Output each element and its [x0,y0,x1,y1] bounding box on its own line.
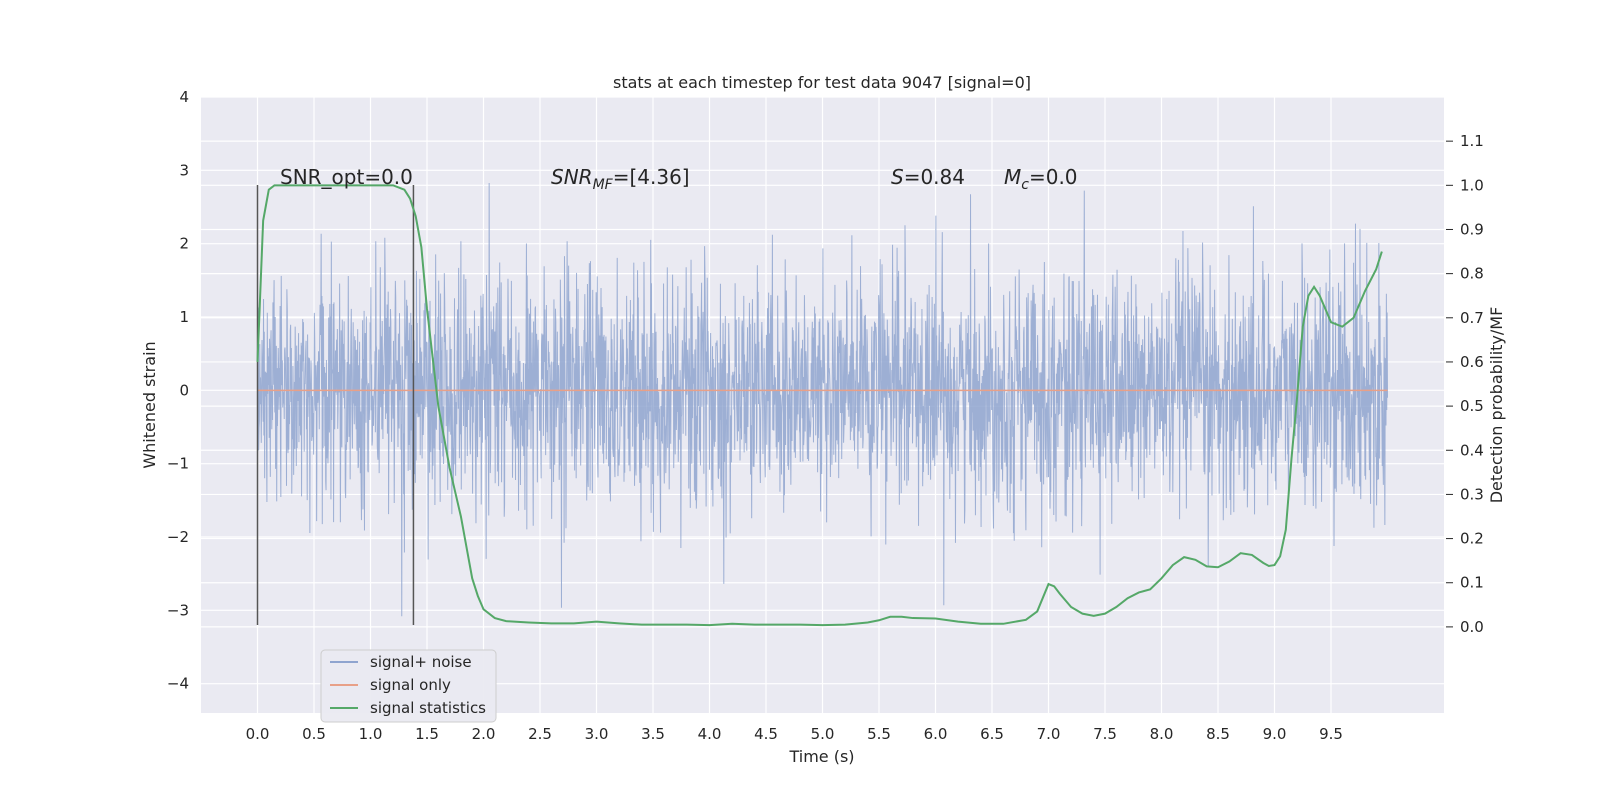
right-y-tick-labels: 0.0 0.1 0.2 0.3 0.4 0.5 0.6 0.7 0.8 0.9 1.0 1.1 [1446,132,1484,636]
y-tick-label: −3 [167,601,189,619]
right-y-tick-label: 0.2 [1460,530,1484,548]
x-tick-label: 4.5 [754,725,778,743]
annotation-s-value: =0.84 [904,165,965,189]
x-axis-label: Time (s) [788,747,854,766]
x-tick-label: 4.0 [698,725,722,743]
annotation-snr-mf-sub: MF [593,177,614,193]
y-tick-label: 1 [179,308,189,326]
y-tick-label: 3 [179,161,189,179]
legend-label-signal-statistics: signal statistics [370,699,486,717]
x-tick-label: 0.5 [302,725,326,743]
annotation-snr-mf: SNRMF=[4.36] [551,165,690,193]
right-y-tick-label: 0.0 [1460,618,1484,636]
right-y-tick-label: 0.3 [1460,485,1484,503]
x-tick-label: 0.0 [246,725,270,743]
annotation-s-base: S [891,165,904,189]
y-tick-label: 0 [179,381,189,399]
x-tick-label: 3.5 [641,725,665,743]
right-y-tick-label: 0.7 [1460,309,1484,327]
annotation-mc-value: =0.0 [1029,165,1078,189]
right-y-tick-label: 0.5 [1460,397,1484,415]
right-y-tick-label: 1.1 [1460,132,1484,150]
window-markers [256,185,415,625]
x-tick-label: 9.0 [1263,725,1287,743]
x-tick-label: 1.0 [359,725,383,743]
signal-statistics-trace [256,184,1383,627]
series-signal-statistics [256,184,1383,627]
annotation-s: S=0.84 [891,165,965,189]
annotation-mc: Mc=0.0 [1004,165,1078,193]
x-tick-label: 3.0 [585,725,609,743]
x-tick-label: 7.0 [1037,725,1061,743]
x-tick-label: 9.5 [1319,725,1343,743]
annotation-snr-mf-value: =[4.36] [613,165,690,189]
annotation-snr-mf-base: SNR [551,165,593,189]
x-tick-label: 6.0 [924,725,948,743]
x-tick-label: 1.5 [415,725,439,743]
x-tick-label: 8.5 [1206,725,1230,743]
legend-box [320,649,497,723]
y-tick-label: −1 [167,455,189,473]
x-tick-label: 7.5 [1093,725,1117,743]
x-tick-label: 2.0 [472,725,496,743]
noise-trace [257,182,1388,617]
right-y-axis-label: Detection probability/MF [1487,307,1506,504]
x-tick-label: 8.0 [1150,725,1174,743]
annotation-mc-sub: c [1021,177,1029,193]
y-tick-labels: −4 −3 −2 −1 0 1 2 3 4 [167,88,189,693]
x-tick-label: 5.5 [867,725,891,743]
x-tick-label: 5.0 [811,725,835,743]
annotation-mc-base: M [1004,165,1021,189]
y-tick-label: −4 [167,675,189,693]
x-tick-label: 6.5 [980,725,1004,743]
right-y-tick-label: 0.8 [1460,265,1484,283]
chart-title: stats at each timestep for test data 904… [613,73,1031,92]
annotation-snr-opt: SNR_opt=0.0 [280,165,413,189]
y-axis-label: Whitened strain [140,341,159,468]
legend-label-signal-noise: signal+ noise [370,653,472,671]
right-y-tick-label: 0.4 [1460,441,1484,459]
legend: signal+ noise signal only signal statist… [320,649,497,723]
y-tick-label: 2 [179,235,189,253]
right-y-tick-label: 0.6 [1460,353,1484,371]
right-y-tick-label: 0.9 [1460,220,1484,238]
right-y-tick-label: 0.1 [1460,574,1484,592]
y-tick-label: −2 [167,528,189,546]
x-tick-labels: 0.0 0.5 1.0 1.5 2.0 2.5 3.0 3.5 4.0 4.5 5.0 5.5 6.0 6… [246,725,1343,743]
right-y-tick-label: 1.0 [1460,176,1484,194]
legend-label-signal-only: signal only [370,676,451,694]
x-tick-label: 2.5 [528,725,552,743]
y-tick-label: 4 [179,88,189,106]
series-signal-noise [257,182,1388,617]
